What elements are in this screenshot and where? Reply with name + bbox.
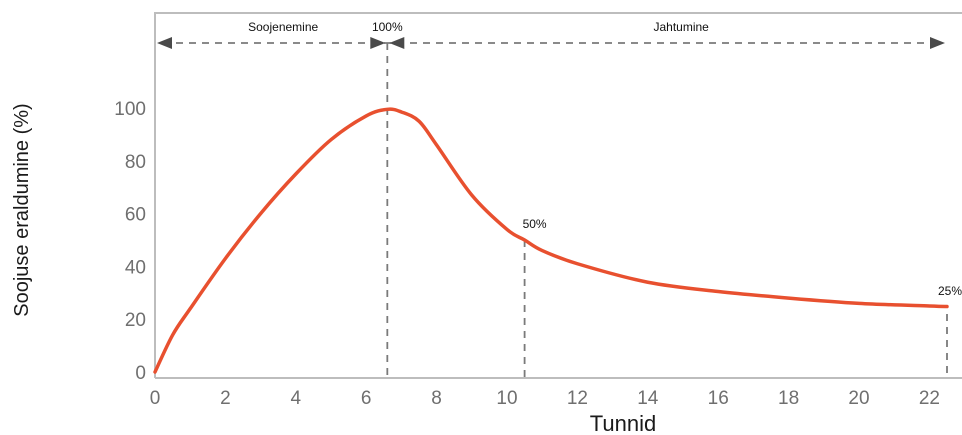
heat-release-curve xyxy=(153,107,949,374)
heating-start-arrowhead xyxy=(157,37,172,49)
y-tick-label: 40 xyxy=(125,257,146,278)
y-tick-label: 0 xyxy=(135,363,146,384)
half-percent-label: 50% xyxy=(523,217,547,231)
series-group xyxy=(153,107,949,374)
x-tick-label: 10 xyxy=(496,388,517,409)
x-tick-label: 4 xyxy=(291,388,302,409)
y-axis-title: Soojuse eraldumine (%) xyxy=(11,103,33,316)
guide-lines xyxy=(157,37,948,378)
x-tick-label: 2 xyxy=(220,388,231,409)
annotations: Soojenemine 100% Jahtumine 50% 25% xyxy=(248,20,962,298)
heating-phase-label: Soojenemine xyxy=(248,20,318,34)
y-tick-label: 20 xyxy=(125,310,146,331)
cooling-phase-label: Jahtumine xyxy=(653,20,709,34)
y-tick-label: 80 xyxy=(125,152,146,173)
x-tick-label: 0 xyxy=(150,388,161,409)
x-axis-ticks: 0 2 4 6 8 10 12 14 16 18 20 22 xyxy=(150,388,940,409)
y-axis-ticks: 0 20 40 60 80 100 xyxy=(114,99,146,384)
x-tick-label: 6 xyxy=(361,388,372,409)
peak-percent-label: 100% xyxy=(372,20,403,34)
x-tick-label: 8 xyxy=(431,388,442,409)
y-tick-label: 100 xyxy=(114,99,146,120)
x-tick-label: 16 xyxy=(708,388,729,409)
x-axis-title: Tunnid xyxy=(590,411,656,435)
x-tick-label: 14 xyxy=(637,388,659,409)
quarter-percent-label: 25% xyxy=(938,284,962,298)
axes xyxy=(154,12,962,379)
x-tick-label: 22 xyxy=(919,388,940,409)
y-tick-label: 60 xyxy=(125,205,146,226)
x-tick-label: 12 xyxy=(567,388,588,409)
x-tick-label: 18 xyxy=(778,388,799,409)
cooling-end-arrowhead xyxy=(930,37,945,49)
heating-end-arrowhead xyxy=(370,37,386,49)
cooling-start-arrowhead xyxy=(389,37,405,49)
x-tick-label: 20 xyxy=(848,388,869,409)
